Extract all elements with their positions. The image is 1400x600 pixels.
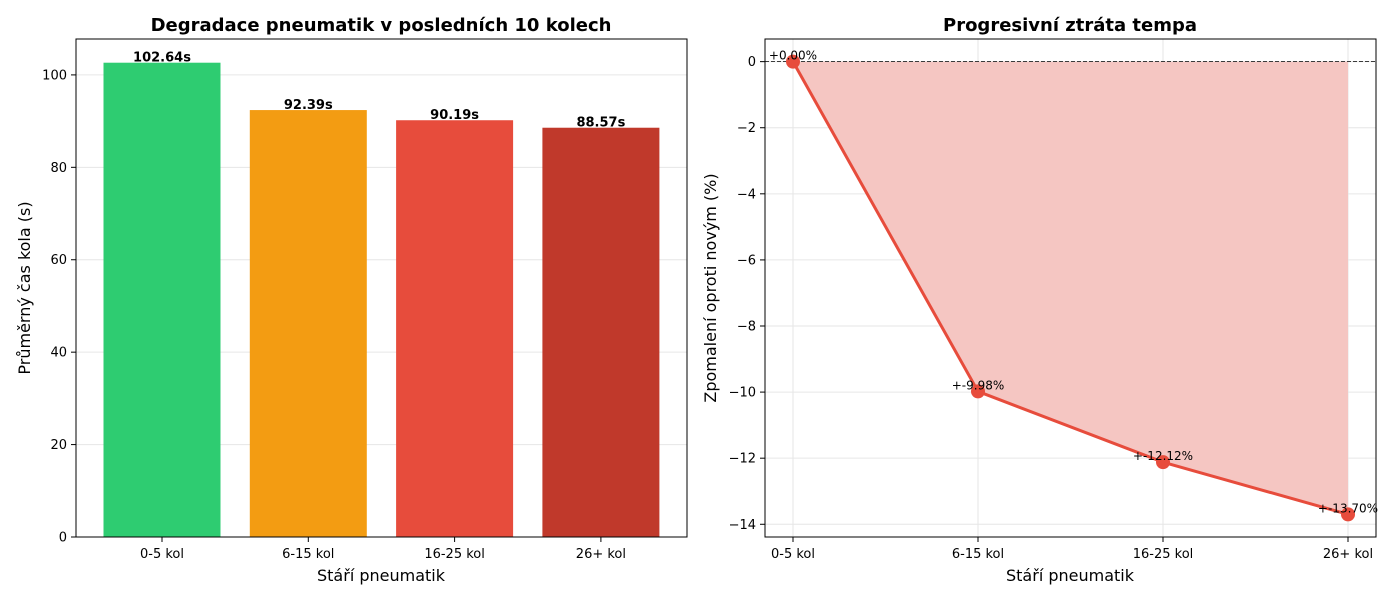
line-chart-area xyxy=(793,61,1348,515)
line-chart: Progresivní ztráta tempa 0 −2 −4 −6 −8 −10 −12… xyxy=(701,15,1378,585)
series-line xyxy=(791,60,1349,516)
point-value-label: +-13.70% xyxy=(1318,501,1378,515)
line-chart-y-ticks: 0 −2 −4 −6 −8 −10 −12 −14 xyxy=(729,55,765,533)
bar-value-label: 88.57s xyxy=(576,116,625,131)
bar-chart-x-tick-label: 0-5 kol xyxy=(140,547,184,562)
bar-chart-y-axis-label: Průměrný čas kola (s) xyxy=(15,201,34,374)
line-chart-point-labels: +0.00% +-9.98% +-12.12% +-13.70% xyxy=(769,49,1378,516)
line-chart-x-tick-label: 26+ kol xyxy=(1323,547,1373,562)
bar-chart-frame xyxy=(75,38,688,538)
point-value-label: +-9.98% xyxy=(952,378,1005,392)
bar-chart-value-labels: 102.64s 92.39s 90.19s 88.57s xyxy=(133,51,626,131)
bar-chart-y-tick-label: 60 xyxy=(50,253,67,268)
bar-chart-y-tick-label: 20 xyxy=(50,438,67,453)
line-chart-series xyxy=(786,54,1355,522)
line-chart-x-tick-label: 16-25 kol xyxy=(1133,547,1194,562)
bar-chart-y-tick-label: 0 xyxy=(59,531,67,546)
line-chart-y-tick-label: −4 xyxy=(737,187,756,202)
line-chart-y-tick-label: −2 xyxy=(737,121,756,136)
bar xyxy=(249,110,367,537)
line-chart-x-ticks: 0-5 kol 6-15 kol 16-25 kol 26+ kol xyxy=(771,537,1373,562)
bar-chart-y-tick-label: 100 xyxy=(42,68,67,83)
data-point xyxy=(786,54,800,69)
line-chart-y-axis-label: Zpomalení oproti novým (%) xyxy=(701,173,720,402)
point-value-label: +0.00% xyxy=(769,49,817,63)
bar xyxy=(103,62,221,538)
data-point xyxy=(971,384,985,399)
bar-chart-x-axis-label: Stáří pneumatik xyxy=(317,566,446,585)
bar-chart-x-ticks: 0-5 kol 6-15 kol 16-25 kol 26+ kol xyxy=(140,537,626,562)
bar-value-label: 92.39s xyxy=(284,98,333,113)
line-chart-x-axis-label: Stáří pneumatik xyxy=(1006,566,1135,585)
line-chart-y-tick-label: −6 xyxy=(737,253,756,268)
bar-chart: Degradace pneumatik v posledních 10 kole… xyxy=(15,15,688,585)
line-chart-y-tick-label: −14 xyxy=(729,518,756,533)
bar-value-label: 90.19s xyxy=(430,108,479,123)
bar-chart-y-tick-label: 40 xyxy=(50,346,67,361)
bar xyxy=(396,120,514,538)
line-chart-x-tick-label: 6-15 kol xyxy=(952,547,1004,562)
bar-chart-title: Degradace pneumatik v posledních 10 kole… xyxy=(151,15,612,36)
bar-chart-bars xyxy=(103,62,660,538)
data-point xyxy=(1341,507,1355,522)
bar-chart-x-tick-label: 6-15 kol xyxy=(282,547,334,562)
point-value-label: +-12.12% xyxy=(1133,449,1193,463)
line-chart-y-tick-label: −8 xyxy=(737,320,756,335)
bar-chart-y-tick-label: 80 xyxy=(50,161,67,176)
line-chart-frame xyxy=(764,38,1377,538)
bar-value-label: 102.64s xyxy=(133,51,191,66)
bar-chart-y-ticks: 0 20 40 60 80 100 xyxy=(42,68,76,546)
bar-chart-x-tick-label: 26+ kol xyxy=(576,547,626,562)
line-chart-y-tick-label: −10 xyxy=(729,386,756,401)
bar-chart-x-tick-label: 16-25 kol xyxy=(424,547,485,562)
line-chart-y-tick-label: −12 xyxy=(729,452,756,467)
data-point xyxy=(1156,455,1170,470)
line-chart-x-tick-label: 0-5 kol xyxy=(771,547,815,562)
bar xyxy=(542,127,660,537)
line-chart-title: Progresivní ztráta tempa xyxy=(943,15,1197,36)
line-chart-y-tick-label: 0 xyxy=(748,55,756,70)
line-chart-fill xyxy=(793,61,1348,515)
